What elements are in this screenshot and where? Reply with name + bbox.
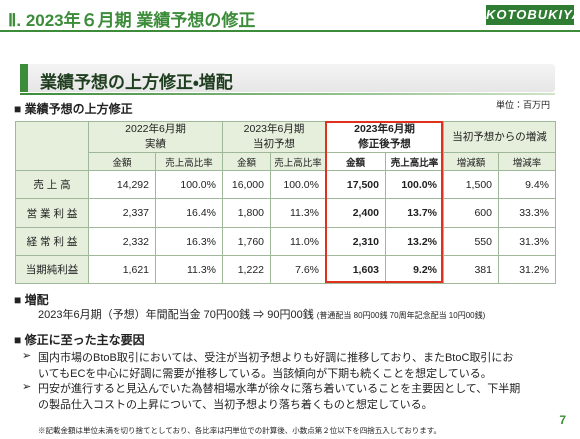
table-cell: 1,760 [222, 227, 271, 256]
table-cell: 2,400 [325, 198, 386, 228]
table-cell: 100.0% [270, 170, 326, 199]
banner-rule [20, 93, 555, 95]
table-cell: 11.3% [270, 198, 326, 228]
table-cell: 2,332 [88, 227, 156, 256]
column-header: 金額 [325, 152, 386, 171]
row-label: 経 常 利 益 [15, 227, 89, 256]
table-heading: ■ 業績予想の上方修正 [14, 102, 133, 116]
dividend-main: 2023年6月期（予想）年間配当金 70円00銭 ⇒ 90円00銭 [38, 309, 314, 321]
table-cell: 100.0% [155, 170, 223, 199]
table-cell: 600 [443, 198, 499, 228]
column-header: 金額 [222, 152, 271, 171]
table-corner [15, 121, 89, 171]
section-banner [20, 64, 555, 92]
table-cell: 2,310 [325, 227, 386, 256]
table-cell: 16,000 [222, 170, 271, 199]
group-header: 当初予想からの増減 [443, 121, 556, 153]
table-cell: 17,500 [325, 170, 386, 199]
column-header: 増減額 [443, 152, 499, 171]
section-title: 業績予想の上方修正・増配 [40, 73, 233, 92]
group-header: 2022年6月期 実績 [88, 121, 223, 153]
bullet-marker: ➢ [22, 350, 32, 362]
dividend-note: (普通配当 80円00銭 70周年記念配当 10円00銭) [316, 311, 486, 320]
table-cell: 16.3% [155, 227, 223, 256]
dividend-heading: ■ 増配 [14, 293, 49, 307]
bullet-marker: ➢ [22, 381, 32, 393]
table-cell: 7.6% [270, 255, 326, 284]
group-header-line: 2023年6月期 [243, 123, 305, 135]
table-cell: 100.0% [385, 170, 444, 199]
header-rule [0, 30, 580, 32]
reason-line: の製品仕入コストの上昇について、当初予想より落ち着くものと想定している。 [38, 398, 433, 411]
group-header-line: 実績 [145, 138, 166, 150]
table-cell: 1,500 [443, 170, 499, 199]
table-cell: 1,222 [222, 255, 271, 284]
banner-accent [20, 64, 28, 92]
column-header: 増減率 [498, 152, 556, 171]
table-cell: 9.4% [498, 170, 556, 199]
reason-line: 国内市場のBtoB取引においては、受注が当初予想よりも好調に推移しており、またB… [38, 352, 514, 364]
column-header: 金額 [88, 152, 156, 171]
table-cell: 13.2% [385, 227, 444, 256]
table-cell: 31.3% [498, 227, 556, 256]
table-cell: 31.2% [498, 255, 556, 284]
dividend-text: 2023年6月期（予想）年間配当金 70円00銭 ⇒ 90円00銭 (普通配当 … [38, 306, 485, 322]
table-cell: 381 [443, 255, 499, 284]
unit-label: 単位：百万円 [495, 100, 550, 110]
table-cell: 9.2% [385, 255, 444, 284]
table-cell: 16.4% [155, 198, 223, 228]
logo: KOTOBUKIYA [486, 5, 580, 25]
group-header: 2023年6月期 修正後予想 [325, 121, 444, 153]
group-header-line: 修正後予想 [358, 138, 411, 150]
table-cell: 1,800 [222, 198, 271, 228]
group-header: 2023年6月期 当初予想 [222, 121, 326, 153]
page-number: 7 [559, 413, 566, 427]
row-label: 当期純利益 [15, 255, 89, 284]
table-cell: 11.3% [155, 255, 223, 284]
table-cell: 11.0% [270, 227, 326, 256]
table-cell: 2,337 [88, 198, 156, 228]
table-cell: 14,292 [88, 170, 156, 199]
table-cell: 1,621 [88, 255, 156, 284]
group-header-line: 当初予想からの増減 [452, 130, 547, 143]
reason-line: 円安が進行すると見込んでいた為替相場水準が徐々に落ち着いていることを主要因として… [38, 383, 521, 395]
table-cell: 1,603 [325, 255, 386, 284]
reasons-heading: ■ 修正に至った主な要因 [14, 333, 145, 347]
row-label: 営 業 利 益 [15, 198, 89, 228]
footnote: ※記載金額は単位未満を切り捨てとしており、各比率は円単位での計算後、小数点第２位… [38, 426, 442, 435]
reason-line: いてもECを中心に好調に需要が推移している。当該傾向が下期も続くことを想定してい… [38, 367, 492, 380]
column-header: 売上高比率 [270, 152, 326, 171]
group-header-line: 2023年6月期 [354, 123, 415, 135]
table-cell: 33.3% [498, 198, 556, 228]
table-cell: 550 [443, 227, 499, 256]
table-cell: 13.7% [385, 198, 444, 228]
group-header-line: 2022年6月期 [125, 123, 186, 135]
column-header: 売上高比率 [385, 152, 444, 171]
slide-title: Ⅱ. 2023年６月期 業績予想の修正 [8, 11, 256, 30]
column-header: 売上高比率 [155, 152, 223, 171]
row-label: 売 上 高 [15, 170, 89, 199]
group-header-line: 当初予想 [253, 138, 295, 150]
